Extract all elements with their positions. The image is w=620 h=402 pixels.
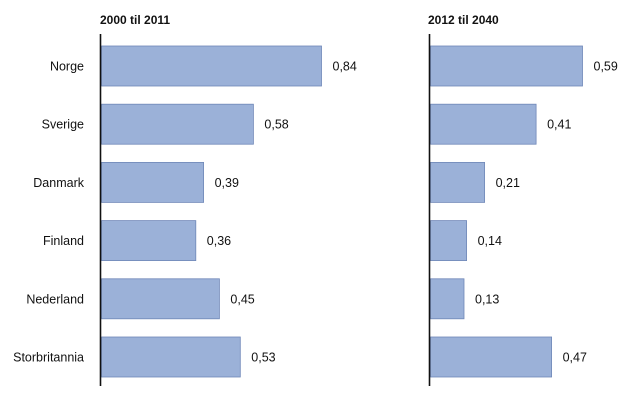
bar-left-finland bbox=[101, 220, 197, 262]
bar-left-nederland bbox=[101, 278, 220, 320]
category-label: Norge bbox=[50, 60, 84, 74]
bar-right-danmark bbox=[430, 161, 485, 203]
bar-left-storbritannia bbox=[101, 336, 241, 378]
value-label-left: 0,58 bbox=[264, 118, 288, 132]
category-label: Sverige bbox=[42, 118, 84, 132]
value-label-left: 0,53 bbox=[251, 351, 275, 365]
panel-title-left: 2000 til 2011 bbox=[100, 13, 170, 27]
category-labels: Norge Sverige Danmark Finland Nederland Storb… bbox=[13, 60, 85, 365]
bar-right-nederland bbox=[430, 278, 465, 320]
value-label-left: 0,39 bbox=[215, 176, 239, 190]
value-label-left: 0,84 bbox=[333, 60, 357, 74]
bars-left: 0,84 0,58 0,39 0,36 0,45 0,53 bbox=[101, 45, 357, 378]
bars-right: 0,59 0,41 0,21 0,14 0,13 0,47 bbox=[430, 45, 618, 378]
bar-right-sverige bbox=[430, 103, 537, 145]
value-label-right: 0,59 bbox=[594, 60, 618, 74]
value-label-left: 0,45 bbox=[230, 292, 254, 306]
value-label-right: 0,21 bbox=[496, 176, 520, 190]
value-label-right: 0,13 bbox=[475, 292, 499, 306]
bar-right-storbritannia bbox=[430, 336, 552, 378]
value-label-right: 0,41 bbox=[547, 118, 571, 132]
panel-2012-2040: 2012 til 2040 0,59 0,41 0,21 0,14 0,13 0,47 bbox=[428, 13, 618, 386]
category-label: Danmark bbox=[33, 176, 84, 190]
category-label: Storbritannia bbox=[13, 351, 84, 365]
bar-right-finland bbox=[430, 220, 467, 262]
bar-left-danmark bbox=[101, 161, 204, 203]
value-label-right: 0,14 bbox=[478, 234, 502, 248]
category-label: Nederland bbox=[26, 292, 84, 306]
category-label: Finland bbox=[43, 234, 84, 248]
value-label-right: 0,47 bbox=[563, 351, 587, 365]
panel-title-right: 2012 til 2040 bbox=[428, 13, 499, 27]
bar-left-norge bbox=[101, 45, 322, 87]
bar-left-sverige bbox=[101, 103, 254, 145]
bar-right-norge bbox=[430, 45, 583, 87]
value-label-left: 0,36 bbox=[207, 234, 231, 248]
panel-2000-2011: 2000 til 2011 0,84 0,58 0,39 0,36 0,45 0,53 bbox=[99, 13, 357, 386]
